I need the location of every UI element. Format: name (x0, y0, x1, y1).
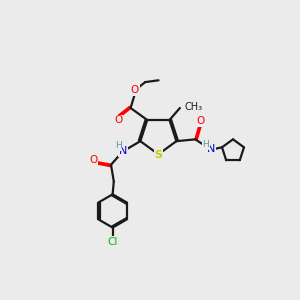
Text: O: O (89, 155, 98, 165)
Text: Cl: Cl (107, 237, 118, 247)
Text: O: O (114, 115, 122, 125)
Text: H: H (202, 140, 209, 149)
Text: S: S (154, 150, 162, 160)
Text: CH₃: CH₃ (185, 102, 203, 112)
Text: O: O (196, 116, 205, 126)
Text: N: N (207, 144, 215, 154)
Text: H: H (115, 141, 122, 150)
Text: N: N (119, 146, 128, 156)
Text: O: O (130, 85, 139, 95)
